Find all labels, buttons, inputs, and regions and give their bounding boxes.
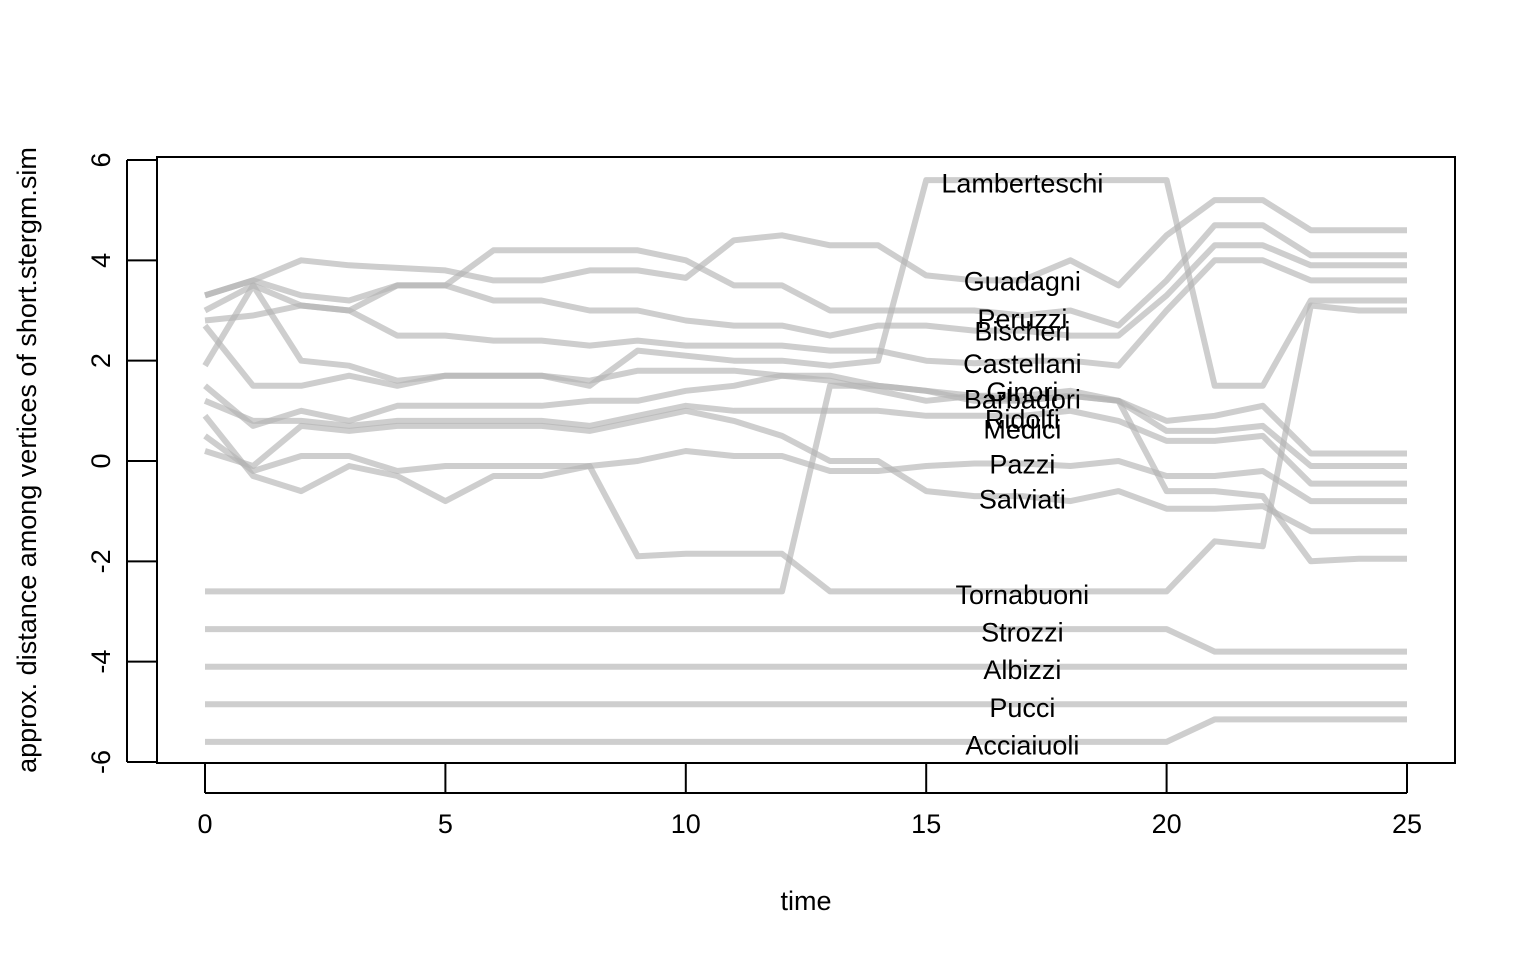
y-tick-label: 6 bbox=[86, 152, 116, 167]
series-lines bbox=[202, 177, 1407, 745]
y-tick-label: 2 bbox=[86, 353, 116, 368]
x-tick-label: 5 bbox=[438, 809, 453, 839]
series-line-medici bbox=[203, 302, 1407, 595]
x-tick-label: 20 bbox=[1152, 809, 1182, 839]
y-tick-label: -4 bbox=[86, 650, 116, 674]
series-label-pucci: Pucci bbox=[989, 693, 1055, 723]
x-axis-title: time bbox=[780, 886, 831, 916]
series-line-bischeri bbox=[204, 242, 1407, 339]
x-tick-label: 15 bbox=[911, 809, 941, 839]
series-label-guadagni: Guadagni bbox=[964, 266, 1081, 296]
series-line-tornabuoni bbox=[205, 382, 1407, 595]
series-label-tornabuoni: Tornabuoni bbox=[956, 580, 1090, 610]
series-label-bischeri: Bischeri bbox=[974, 317, 1070, 347]
x-axis: 0 5 10 15 20 25 bbox=[197, 763, 1422, 839]
y-tick-label: -6 bbox=[86, 750, 116, 774]
series-line-ginori bbox=[202, 323, 1407, 457]
series-label-peruzzi: Peruzzi bbox=[977, 304, 1067, 334]
series-line-ridolfi bbox=[203, 398, 1407, 487]
series-line-barbadori bbox=[203, 372, 1407, 469]
series-label-albizzi: Albizzi bbox=[983, 655, 1061, 685]
series-label-ridolfi: Ridolfi bbox=[985, 404, 1060, 434]
x-tick-label: 25 bbox=[1392, 809, 1422, 839]
series-line-lamberteschi bbox=[202, 177, 1407, 389]
series-label-lamberteschi: Lamberteschi bbox=[941, 169, 1103, 199]
y-tick-label: 0 bbox=[86, 453, 116, 468]
series-line-salviati bbox=[204, 407, 1407, 535]
y-tick-label: -2 bbox=[86, 549, 116, 573]
series-label-ginori: Ginori bbox=[986, 377, 1058, 407]
series-label-medici: Medici bbox=[983, 414, 1061, 444]
series-label-castellani: Castellani bbox=[963, 349, 1082, 379]
series-label-salviati: Salviati bbox=[979, 485, 1066, 515]
series-label-strozzi: Strozzi bbox=[981, 618, 1064, 648]
y-axis-title: approx. distance among vertices of short… bbox=[12, 147, 42, 773]
x-tick-label: 10 bbox=[671, 809, 701, 839]
series-label-pazzi: Pazzi bbox=[989, 450, 1055, 480]
series-line-strozzi bbox=[205, 626, 1407, 655]
y-axis: -6 -4 -2 0 2 4 6 bbox=[86, 152, 157, 774]
series-line-acciaiuoli bbox=[205, 716, 1407, 745]
y-tick-label: 4 bbox=[86, 253, 116, 268]
series-line-guadagni bbox=[204, 197, 1407, 299]
series-line-castellani bbox=[204, 257, 1407, 369]
series-label-barbadori: Barbadori bbox=[964, 384, 1081, 414]
x-tick-label: 0 bbox=[197, 809, 212, 839]
series-line-pazzi bbox=[202, 413, 1407, 505]
series-label-acciaiuoli: Acciaiuoli bbox=[965, 730, 1079, 760]
series-labels: Lamberteschi Guadagni PeruzziBischeriCaste… bbox=[941, 169, 1103, 761]
